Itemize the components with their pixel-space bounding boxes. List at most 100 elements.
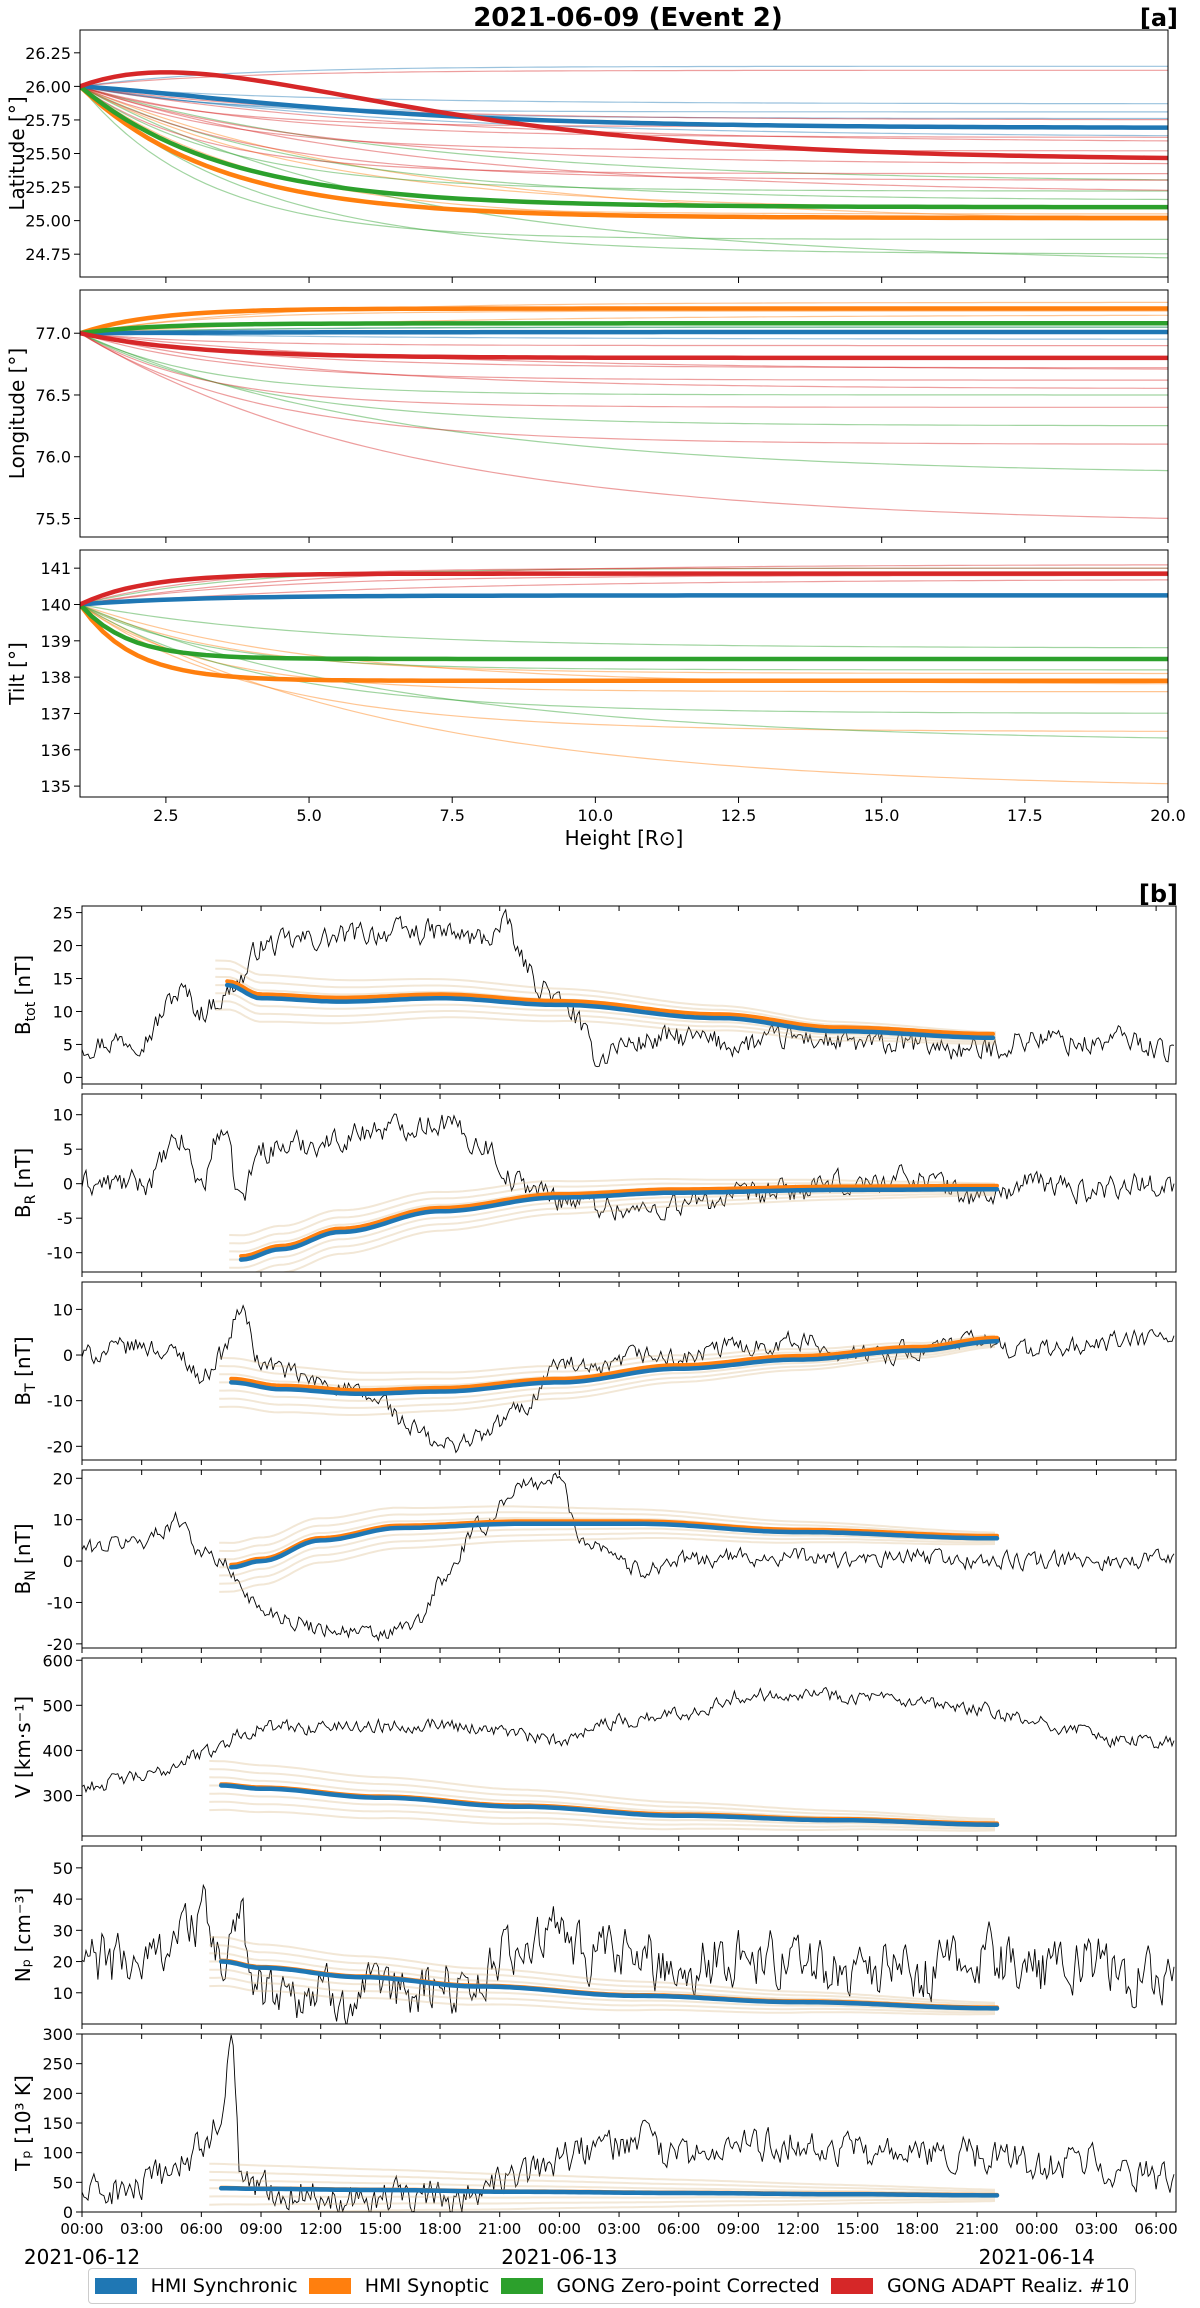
ensemble-band [229, 1182, 995, 1245]
series-line-hmi-synchronic [224, 982, 996, 1041]
series-line-hmi-synchronic [218, 1959, 1000, 2011]
observed-trace [82, 1883, 1175, 2024]
ensemble-line-gong-adapt-realiz-10 [80, 85, 1168, 165]
ytick-label: 25.00 [25, 212, 71, 231]
xtick-label: 06:00 [657, 2220, 700, 2238]
ensemble-line-hmi-synchronic [80, 85, 1168, 137]
y-axis-label-subscript: R [23, 1194, 39, 1204]
figure-title: 2021-06-09 (Event 2) [473, 3, 783, 33]
ytick-label: 139 [40, 632, 71, 651]
legend-swatch-hmi-synchronic [94, 2278, 137, 2294]
xtick-label: 18:00 [418, 2220, 461, 2238]
ytick-label: 75.5 [35, 509, 71, 528]
series-line-hmi-synchronic [218, 1783, 1000, 1827]
ensemble-line-gong-adapt-realiz-10 [80, 332, 1168, 370]
ensemble-line-gong-adapt-realiz-10 [80, 332, 1168, 389]
y-axis-label: Nₚ [cm⁻³] [11, 1888, 35, 1983]
legend-swatch-gong-adapt [830, 2278, 873, 2294]
panel-b3: -20 -10 0 10 BT [nT] [11, 1281, 1177, 1465]
ensemble-line-gong-adapt-realiz-10 [80, 332, 1168, 381]
legend-swatch-hmi-synoptic [308, 2278, 351, 2294]
xtick-label: 00:00 [1015, 2220, 1058, 2238]
ensemble-line-hmi-synoptic [80, 604, 1168, 732]
xtick-label: 15:00 [836, 2220, 879, 2238]
ytick-label: 10 [53, 1300, 73, 1319]
ensemble-band [209, 1808, 996, 1832]
plot-area-a2 [80, 301, 1168, 519]
xtick-label: 17.5 [1007, 806, 1043, 825]
xtick-label: 10.0 [578, 806, 614, 825]
panel-a3: 135 136 137 138 139 140 141 2.5 5.0 7.5 10.0 12.5 15… [5, 549, 1186, 850]
ytick-label: 40 [53, 1890, 73, 1909]
y-axis-label-base: B [11, 1021, 35, 1035]
axes-frame-a3 [79, 549, 1169, 798]
ytick-label: 76.0 [35, 448, 71, 467]
ytick-label: 250 [42, 2055, 73, 2074]
y-axis-label-subscript: T [23, 1383, 39, 1393]
legend-entry-gong-adapt: GONG ADAPT Realiz. #10 [830, 2275, 1130, 2297]
ensemble-line-gong-zero-point-corrected [80, 85, 1168, 192]
ensemble-band [229, 1190, 995, 1269]
y-axis-label-base: B [11, 1392, 35, 1406]
y-axis-label-base: B [11, 1204, 35, 1218]
ensemble-band [209, 1800, 996, 1830]
y-axis-label: BT [nT] [11, 1336, 39, 1405]
legend-label-hmi-synchronic: HMI Synchronic [150, 2275, 298, 2297]
legend-label-gong-adapt: GONG ADAPT Realiz. #10 [886, 2275, 1130, 2297]
ytick-label: 20 [53, 1953, 73, 1972]
plot-area-b6 [82, 1883, 1175, 2024]
series-line-hmi-synchronic [218, 2186, 1000, 2198]
ensemble-band [219, 1336, 996, 1381]
ytick-label: 26.00 [25, 77, 71, 96]
ytick-label: 0 [63, 2203, 73, 2222]
ytick-label: 5 [63, 1140, 73, 1159]
ytick-label: 25.50 [25, 145, 71, 164]
ytick-label: 141 [40, 559, 71, 578]
y-axis-label: V [km·s⁻¹] [11, 1696, 35, 1798]
ensemble-band [219, 1527, 995, 1577]
ensemble-band [209, 1952, 996, 2008]
ensemble-band [209, 2195, 995, 2199]
axes-frame-b6 [81, 1845, 1177, 2025]
xtick-label: 2.5 [153, 806, 178, 825]
ytick-label: 5 [63, 1035, 73, 1054]
ensemble-line-hmi-synchronic [80, 65, 1168, 87]
ensemble-line-hmi-synoptic [80, 603, 1168, 693]
xtick-label: 15.0 [864, 806, 900, 825]
ytick-label: 26.25 [25, 44, 71, 63]
ensemble-band [209, 1759, 996, 1821]
xtick-label: 20.0 [1150, 806, 1186, 825]
ensemble-line-gong-zero-point-corrected [80, 603, 1168, 649]
ytick-label: 136 [40, 741, 71, 760]
xtick-label: 03:00 [597, 2220, 640, 2238]
ensemble-band [215, 959, 997, 1034]
ensemble-line-gong-zero-point-corrected [80, 85, 1168, 201]
xtick-label: 03:00 [120, 2220, 163, 2238]
xtick-label: 7.5 [439, 806, 464, 825]
series-line-hmi-synoptic [229, 1519, 999, 1567]
ensemble-band [219, 1505, 996, 1544]
ytick-label: 20 [53, 1469, 73, 1488]
panel-b5: 300 400 500 600 V [km·s⁻¹] [11, 1651, 1177, 1841]
xtick-label: 12.5 [721, 806, 757, 825]
ensemble-line-hmi-synoptic [80, 301, 1168, 334]
observed-trace [82, 2034, 1175, 2212]
ytick-label: 500 [42, 1696, 73, 1715]
ensemble-line-hmi-synchronic [80, 85, 1168, 105]
y-axis-label-subscript: tot [23, 1001, 39, 1021]
ensemble-band [219, 1344, 996, 1409]
plot-area-b1 [82, 908, 1175, 1068]
date-label: 2021-06-13 [501, 2245, 617, 2269]
ytick-label: 0 [63, 1068, 73, 1087]
xtick-label: 12:00 [299, 2220, 342, 2238]
ensemble-line-gong-adapt-realiz-10 [80, 332, 1168, 369]
date-label: 2021-06-14 [979, 2245, 1095, 2269]
ensemble-line-gong-zero-point-corrected [80, 332, 1168, 427]
ensemble-band [215, 1000, 997, 1043]
ensemble-band [229, 1178, 996, 1237]
ytick-label: 76.5 [35, 386, 71, 405]
y-axis-label-unit: [nT] [11, 955, 35, 1002]
ytick-label: 100 [42, 2144, 73, 2163]
ensemble-band [209, 1936, 996, 2004]
series-line-gong-adapt-realiz-10 [80, 330, 1168, 361]
